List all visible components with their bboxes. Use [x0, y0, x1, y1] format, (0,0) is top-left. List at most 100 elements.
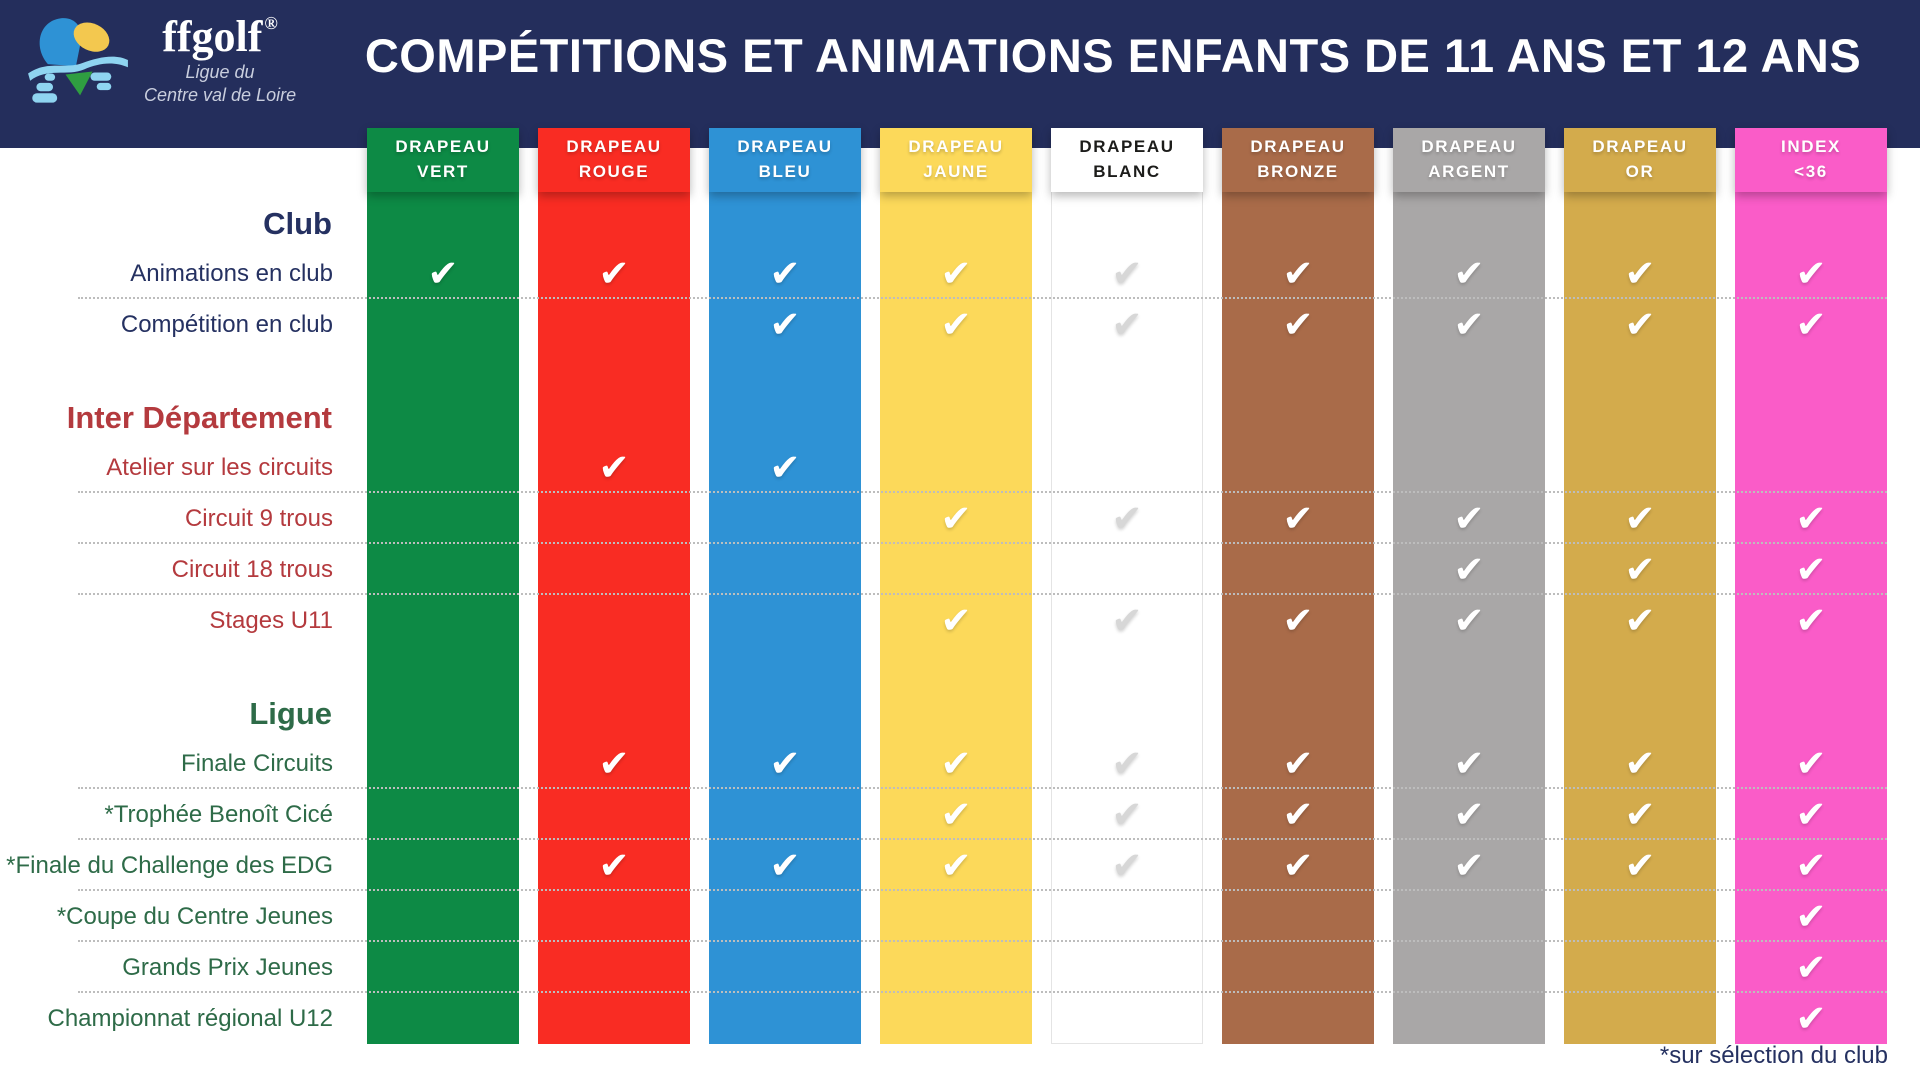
check-cell: ✔ — [538, 840, 690, 891]
competitions-table: DRAPEAU VERT DRAPEAU ROUGE DRAPEAU BLEU DRAPEA… — [0, 128, 1887, 1044]
column-header-vert: DRAPEAU VERT — [367, 128, 519, 192]
check-icon-or-circuit-18-trous: ✔ — [1624, 548, 1656, 591]
check-cell: ✔ — [1735, 840, 1887, 891]
check-icon-index-circuit-9-trous: ✔ — [1795, 497, 1827, 540]
row-label-finale-du-challenge-des-edg: *Finale du Challenge des EDG — [6, 851, 333, 879]
check-icon-blanc-troph-e-beno-t-cic: ✔ — [1111, 793, 1143, 836]
check-icon-jaune-circuit-9-trous: ✔ — [940, 497, 972, 540]
check-cell: ✔ — [1051, 299, 1203, 350]
check-cell: ✔ — [1222, 248, 1374, 299]
check-cell: ✔ — [1564, 544, 1716, 595]
column-header-rouge: DRAPEAU ROUGE — [538, 128, 690, 192]
check-cell: ✔ — [1222, 493, 1374, 544]
column-header-index: INDEX <36 — [1735, 128, 1887, 192]
check-cell: ✔ — [538, 442, 690, 493]
check-icon-blanc-animations-en-club: ✔ — [1111, 252, 1143, 295]
logo-subtitle-line1: Ligue du — [185, 62, 255, 82]
check-cell: ✔ — [1393, 738, 1545, 789]
check-cell: ✔ — [1393, 493, 1545, 544]
check-icon-bronze-finale-circuits: ✔ — [1282, 742, 1314, 785]
check-icon-index-animations-en-club: ✔ — [1795, 252, 1827, 295]
column-bar-bronze — [1222, 192, 1374, 1044]
ffgolf-logo-mark — [28, 18, 128, 103]
check-cell: ✔ — [1564, 789, 1716, 840]
check-icon-bronze-stages-u11: ✔ — [1282, 599, 1314, 642]
check-icon-bleu-comp-tition-en-club: ✔ — [769, 303, 801, 346]
column-header-line1: INDEX — [1781, 137, 1841, 157]
logo-subtitle-line2: Centre val de Loire — [144, 84, 297, 105]
check-cell: ✔ — [1393, 789, 1545, 840]
row-label-atelier-sur-les-circuits: Atelier sur les circuits — [106, 453, 333, 481]
check-icon-jaune-stages-u11: ✔ — [940, 599, 972, 642]
row-label-animations-en-club: Animations en club — [130, 259, 333, 287]
column-header-blanc: DRAPEAU BLANC — [1051, 128, 1203, 192]
section-label-inter-d-partement: Inter Département — [66, 400, 332, 435]
check-cell: ✔ — [1564, 595, 1716, 646]
check-icon-bronze-finale-du-challenge-des-edg: ✔ — [1282, 844, 1314, 887]
check-icon-bronze-circuit-9-trous: ✔ — [1282, 497, 1314, 540]
check-cell: ✔ — [709, 738, 861, 789]
column-bar-bleu — [709, 192, 861, 1044]
check-cell: ✔ — [1051, 789, 1203, 840]
check-cell: ✔ — [1735, 942, 1887, 993]
column-header-line1: DRAPEAU — [566, 137, 662, 157]
check-cell: ✔ — [1564, 840, 1716, 891]
check-icon-jaune-comp-tition-en-club: ✔ — [940, 303, 972, 346]
check-icon-blanc-finale-du-challenge-des-edg: ✔ — [1111, 844, 1143, 887]
check-icon-rouge-finale-du-challenge-des-edg: ✔ — [598, 844, 630, 887]
check-cell: ✔ — [1393, 544, 1545, 595]
check-icon-argent-comp-tition-en-club: ✔ — [1453, 303, 1485, 346]
column-header-line2: VERT — [417, 162, 469, 181]
column-header-line1: DRAPEAU — [737, 137, 833, 157]
check-cell: ✔ — [1564, 248, 1716, 299]
row-label-circuit-18-trous: Circuit 18 trous — [171, 555, 333, 583]
check-icon-or-circuit-9-trous: ✔ — [1624, 497, 1656, 540]
check-cell: ✔ — [1393, 595, 1545, 646]
check-cell: ✔ — [1393, 299, 1545, 350]
check-cell: ✔ — [880, 789, 1032, 840]
check-icon-argent-finale-circuits: ✔ — [1453, 742, 1485, 785]
check-cell: ✔ — [1051, 248, 1203, 299]
row-label-comp-tition-en-club: Compétition en club — [120, 310, 333, 338]
check-cell: ✔ — [1735, 993, 1887, 1044]
check-cell: ✔ — [1735, 891, 1887, 942]
row-label-troph-e-beno-t-cic: *Trophée Benoît Cicé — [104, 800, 333, 828]
row-label-coupe-du-centre-jeunes: *Coupe du Centre Jeunes — [56, 902, 333, 930]
row-label-stages-u11: Stages U11 — [209, 606, 333, 634]
check-icon-bronze-comp-tition-en-club: ✔ — [1282, 303, 1314, 346]
column-header-line1: DRAPEAU — [1250, 137, 1346, 157]
check-icon-bleu-finale-du-challenge-des-edg: ✔ — [769, 844, 801, 887]
check-icon-or-finale-circuits: ✔ — [1624, 742, 1656, 785]
check-cell: ✔ — [538, 738, 690, 789]
check-cell: ✔ — [1222, 595, 1374, 646]
check-icon-argent-finale-du-challenge-des-edg: ✔ — [1453, 844, 1485, 887]
check-cell: ✔ — [880, 248, 1032, 299]
check-icon-index-comp-tition-en-club: ✔ — [1795, 303, 1827, 346]
header-band: ffgolf ® Ligue du Centre val de Loire COM… — [0, 0, 1920, 148]
column-header-line2: ARGENT — [1428, 162, 1510, 181]
check-icon-jaune-animations-en-club: ✔ — [940, 252, 972, 295]
column-bar-jaune — [880, 192, 1032, 1044]
column-header-line2: <36 — [1794, 162, 1828, 181]
check-cell: ✔ — [1051, 595, 1203, 646]
check-cell: ✔ — [880, 299, 1032, 350]
check-icon-argent-animations-en-club: ✔ — [1453, 252, 1485, 295]
check-cell: ✔ — [880, 738, 1032, 789]
check-icon-jaune-finale-circuits: ✔ — [940, 742, 972, 785]
column-header-bleu: DRAPEAU BLEU — [709, 128, 861, 192]
column-header-line1: DRAPEAU — [1079, 137, 1175, 157]
brand-name: ffgolf ® — [162, 14, 278, 59]
check-icon-argent-stages-u11: ✔ — [1453, 599, 1485, 642]
check-icon-index-championnat-r-gional-u12: ✔ — [1795, 997, 1827, 1040]
check-cell: ✔ — [709, 299, 861, 350]
section-label-club: Club — [263, 206, 332, 241]
column-header-line2: BRONZE — [1257, 162, 1339, 181]
check-cell: ✔ — [1051, 840, 1203, 891]
check-icon-bleu-animations-en-club: ✔ — [769, 252, 801, 295]
check-cell: ✔ — [709, 248, 861, 299]
check-icon-index-stages-u11: ✔ — [1795, 599, 1827, 642]
column-bar-blanc — [1051, 192, 1203, 1044]
check-cell: ✔ — [1222, 840, 1374, 891]
check-cell: ✔ — [367, 248, 519, 299]
